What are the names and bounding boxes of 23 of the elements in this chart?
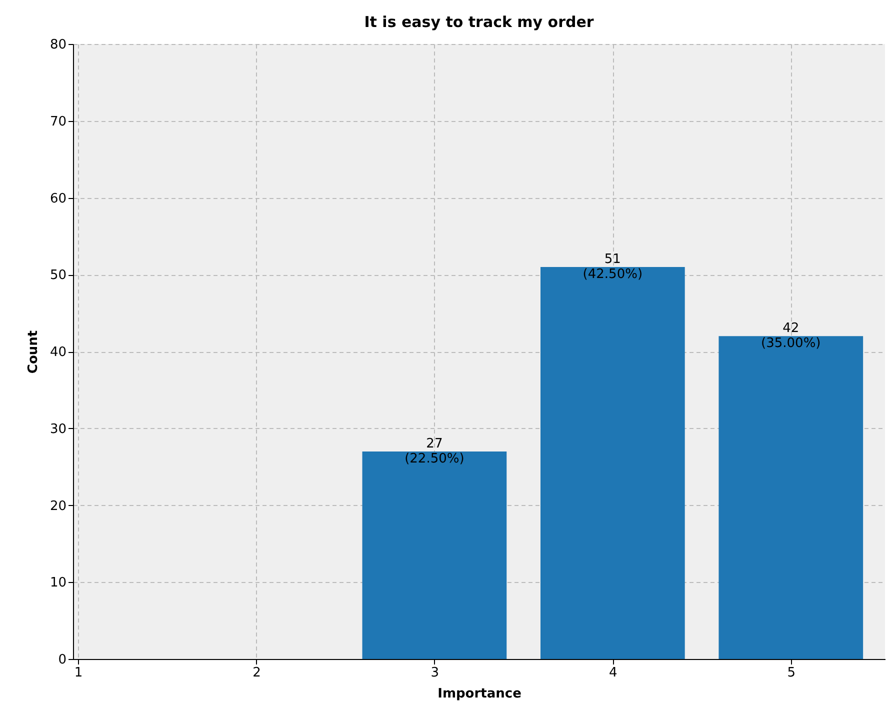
y-tick-label: 60	[50, 191, 66, 206]
bar	[540, 266, 685, 659]
bar	[718, 336, 864, 659]
x-tick-label: 4	[609, 666, 618, 680]
data-label: 27 (22.50%)	[404, 436, 464, 466]
y-tick-label: 0	[58, 652, 66, 668]
y-tick-label: 80	[50, 38, 66, 52]
y-tick-label: 40	[50, 345, 66, 360]
y-tick-label: 20	[50, 498, 66, 514]
x-tick-label: 2	[252, 666, 261, 680]
y-tick-label: 70	[50, 114, 66, 130]
y-tick-label: 50	[50, 268, 66, 284]
x-tick-label: 5	[787, 666, 796, 680]
x-tick-label: 1	[74, 666, 83, 680]
data-label: 51 (42.50%)	[582, 252, 643, 282]
chart-title: It is easy to track my order	[364, 13, 594, 31]
bar	[362, 451, 507, 659]
y-tick-label: 30	[50, 422, 66, 437]
y-axis-title: Count	[26, 330, 41, 374]
data-label: 42 (35.00%)	[761, 321, 821, 352]
x-tick-label: 3	[430, 666, 440, 680]
y-tick-label: 10	[50, 576, 66, 591]
x-axis-title: Importance	[438, 686, 522, 702]
